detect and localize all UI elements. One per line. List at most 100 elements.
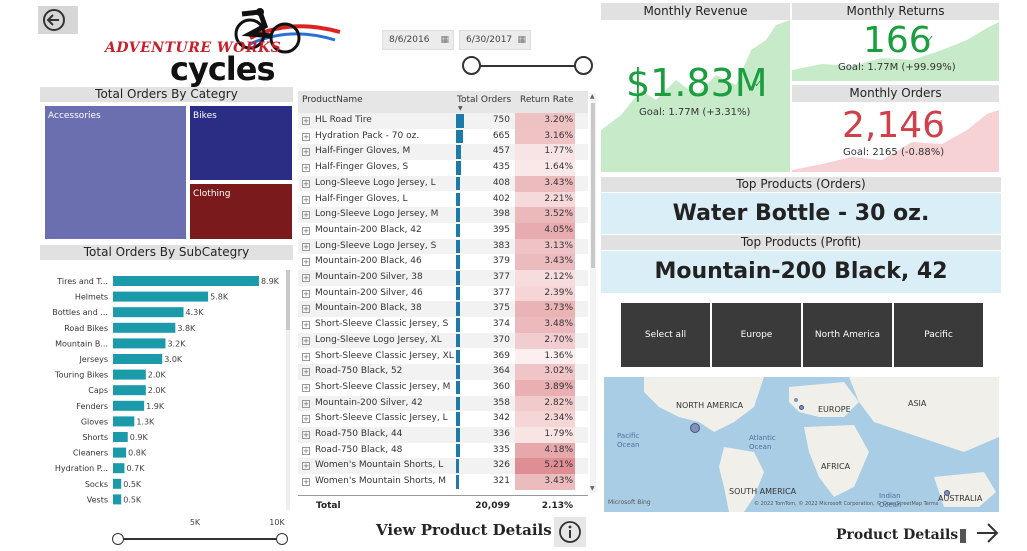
expand-icon[interactable]: + [302,179,310,188]
table-row[interactable]: + Half-Finger Gloves, M 457 1.77% [298,144,588,161]
subcat-bar[interactable] [113,307,184,318]
table-row[interactable]: + Road-750 Black, 48 335 4.18% [298,442,588,459]
table-row[interactable]: + Mountain-200 Black, 46 379 3.43% [298,254,588,270]
expand-icon[interactable]: + [302,462,310,471]
subcat-bar[interactable] [113,463,125,474]
expand-icon[interactable]: + [302,368,310,377]
expand-icon[interactable]: + [302,352,310,361]
table-row[interactable]: + Half-Finger Gloves, S 435 1.64% [298,160,588,176]
subcat-bar[interactable] [113,369,146,380]
table-row[interactable]: + Short-Sleeve Classic Jersey, XL 369 1.36% [298,348,588,365]
subcat-bar[interactable] [113,416,135,427]
table-row[interactable]: + Hydration Pack - 70 oz. 665 3.16% [298,128,588,145]
world-map[interactable]: NORTH AMERICA EUROPE ASIA Pacific Ocean … [604,377,999,512]
subcat-bar[interactable] [113,291,209,302]
subcat-bar[interactable] [113,276,259,286]
start-date-input[interactable]: 8/6/2016 ▦ [382,30,454,50]
expand-icon[interactable]: + [302,132,310,141]
table-row[interactable]: + Mountain-200 Silver, 46 377 2.39% [298,285,588,302]
subcat-bar[interactable] [113,338,166,349]
subcat-scrollbar-thumb[interactable] [286,270,290,330]
table-row[interactable]: + Long-Sleeve Logo Jersey, S 383 3.13% [298,238,588,255]
expand-icon[interactable]: + [302,258,310,267]
table-row[interactable]: + Women's Mountain Shorts, L 326 5.21% [298,458,588,475]
region-button-select-all[interactable]: Select all [621,303,710,367]
subcat-bar[interactable] [113,478,122,489]
table-row[interactable]: + Long-Sleeve Logo Jersey, L 408 3.43% [298,175,588,192]
expand-icon[interactable]: + [302,478,310,487]
expand-icon[interactable]: + [302,274,310,282]
date-slider-start-handle[interactable] [462,56,481,75]
table-row[interactable]: + Half-Finger Gloves, L 402 2.21% [298,191,588,208]
subcat-bar-chart[interactable]: Tires and T... 8.9K Helmets 5.8K Bottles and… [40,262,293,532]
expand-icon[interactable]: + [302,383,310,392]
scroll-down-icon[interactable]: ▼ [590,485,595,492]
table-row[interactable]: + Road-750 Black, 44 336 1.79% [298,427,588,443]
view-product-details-button[interactable] [554,517,586,547]
table-scrollbar[interactable]: ▲ ▼ [590,93,596,493]
subcat-scrollbar[interactable] [286,270,290,510]
expand-icon[interactable]: + [302,195,310,204]
col-header-product[interactable]: ProductName [302,95,363,105]
expand-icon[interactable]: + [302,336,310,345]
expand-icon[interactable]: + [302,321,310,330]
table-row[interactable]: + Short-Sleeve Classic Jersey, S 374 3.48% [298,317,588,333]
subcat-bar[interactable] [113,400,145,411]
table-row[interactable]: + Long-Sleeve Logo Jersey, M 398 3.52% [298,207,588,223]
date-slider-end-handle[interactable] [574,56,593,75]
table-row[interactable]: + Mountain-200 Silver, 38 377 2.12% [298,270,588,286]
subcat-slider-end-handle[interactable] [276,533,288,545]
expand-icon[interactable]: + [302,289,310,298]
expand-icon[interactable]: + [302,242,310,251]
treemap-tile-bikes[interactable]: Bikes [189,105,293,181]
expand-icon[interactable]: + [302,431,310,439]
end-date-input[interactable]: 6/30/2017 ▦ [459,30,531,50]
expand-icon[interactable]: + [302,446,310,455]
product-table[interactable]: ProductName Total Orders Return Rate ▼ +… [298,91,598,517]
date-slider[interactable] [462,56,593,76]
table-row[interactable]: + HL Road Tire 750 3.20% [298,113,588,129]
subcat-bar[interactable] [113,494,122,505]
table-row[interactable]: + Mountain-200 Black, 38 375 3.73% [298,301,588,318]
table-row[interactable]: + Long-Sleeve Logo Jersey, XL 370 2.70% [298,332,588,349]
col-header-orders[interactable]: Total Orders [457,95,512,105]
subcat-bar[interactable] [113,432,128,442]
subcat-bar[interactable] [113,322,176,333]
expand-icon[interactable]: + [302,211,310,220]
kpi-returns-card[interactable]: Monthly Returns 166 ✓ Goal: 1.77M (+99.9… [792,3,999,81]
table-row[interactable]: + Mountain-200 Black, 42 395 4.05% [298,222,588,239]
expand-icon[interactable]: + [302,399,310,408]
map-marker-pacific[interactable] [944,490,950,496]
region-button-europe[interactable]: Europe [712,303,801,367]
subcat-slider-start-handle[interactable] [112,533,124,545]
table-scrollbar-thumb[interactable] [591,103,595,268]
subcat-range-slider[interactable] [112,532,288,546]
region-button-north-america[interactable]: North America [803,303,892,367]
scroll-up-icon[interactable]: ▲ [590,93,595,100]
col-header-return-rate[interactable]: Return Rate [520,95,574,105]
treemap[interactable]: Accessories Bikes Clothing [44,105,293,240]
map-marker-europe-2[interactable] [794,398,798,402]
region-button-pacific[interactable]: Pacific [894,303,983,367]
treemap-tile-accessories[interactable]: Accessories [44,105,187,240]
expand-icon[interactable]: + [302,117,310,125]
map-marker-north-america[interactable] [690,423,700,433]
subcat-chart[interactable]: Tires and T... 8.9K Helmets 5.8K Bottles and… [40,262,293,532]
expand-icon[interactable]: + [302,148,310,157]
table-row[interactable]: + Mountain-200 Silver, 42 358 2.82% [298,395,588,412]
expand-icon[interactable]: + [302,305,310,314]
table-row[interactable]: + Women's Mountain Shorts, M 321 3.43% [298,474,588,490]
back-button[interactable] [38,6,78,34]
subcat-bar[interactable] [113,354,163,364]
product-details-nav-button[interactable] [960,520,1002,546]
subcat-bar[interactable] [113,385,146,396]
table-row[interactable]: + Short-Sleeve Classic Jersey, M 360 3.89% [298,379,588,396]
kpi-revenue-card[interactable]: Monthly Revenue $1.83M ✓ Goal: 1.77M (+3… [601,3,790,172]
subcat-bar[interactable] [113,447,127,458]
table-row[interactable]: + Short-Sleeve Classic Jersey, L 342 2.34% [298,411,588,427]
kpi-orders-card[interactable]: Monthly Orders 2,146 ! Goal: 2165 (-0.88… [792,85,999,172]
expand-icon[interactable]: + [302,415,310,424]
table-row[interactable]: + Road-750 Black, 52 364 3.02% [298,364,588,380]
treemap-tile-clothing[interactable]: Clothing [189,183,293,240]
expand-icon[interactable]: + [302,164,310,173]
